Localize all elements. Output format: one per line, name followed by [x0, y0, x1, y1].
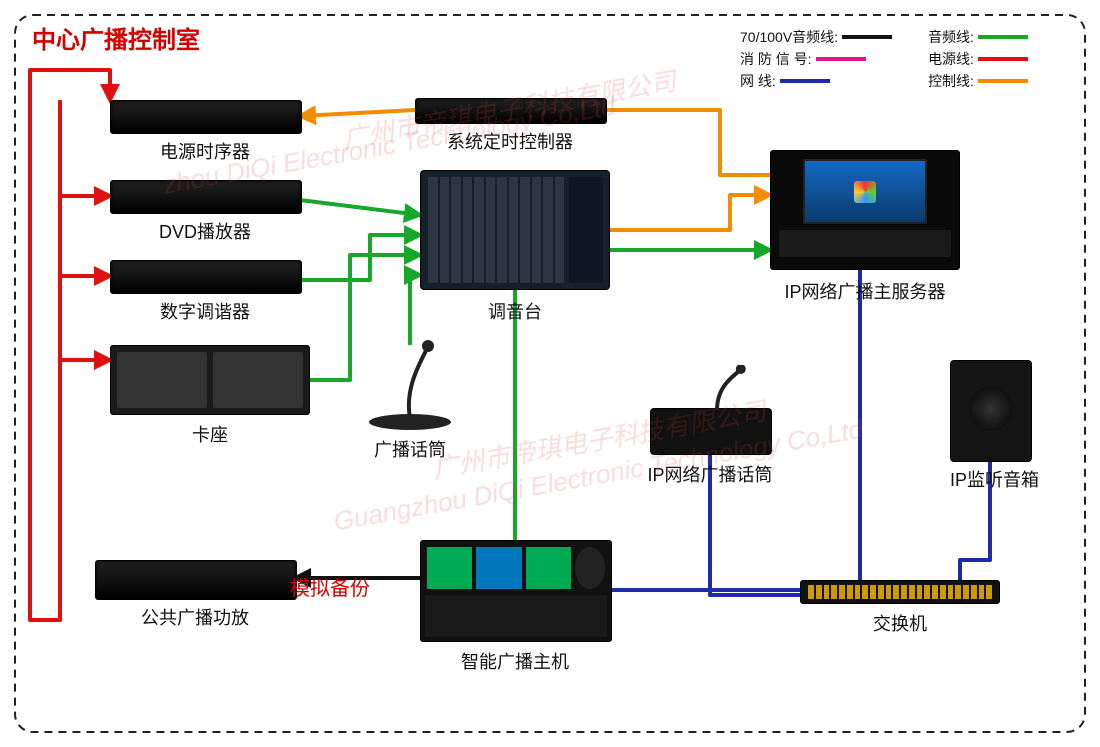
node-label: 智能广播主机: [420, 648, 610, 674]
legend: 70/100V音频线:消 防 信 号:网 线: 音频线:电源线:控制线:: [740, 26, 1034, 92]
node-label: 系统定时控制器: [415, 128, 605, 154]
node-pwrSeq: 电源时序器: [110, 100, 300, 134]
node-label: IP监听音箱: [950, 466, 1030, 492]
node-host: 智能广播主机: [420, 540, 610, 642]
node-speaker: IP监听音箱: [950, 360, 1030, 462]
node-server: IP网络广播主服务器: [770, 150, 960, 270]
diagram-title: 中心广播控制室: [32, 20, 200, 55]
node-mixer: 调音台: [420, 170, 610, 290]
annotation: 模拟备份: [290, 572, 370, 601]
node-tuner: 数字调谐器: [110, 260, 300, 294]
legend-item: 音频线:: [928, 26, 1034, 48]
legend-item: 电源线:: [928, 48, 1034, 70]
legend-item: 网 线:: [740, 70, 898, 92]
node-label: 电源时序器: [110, 138, 300, 164]
node-mic: 广播话筒: [365, 340, 455, 435]
node-deck: 卡座: [110, 345, 310, 415]
node-label: DVD播放器: [110, 218, 300, 244]
node-label: IP网络广播话筒: [640, 461, 780, 487]
node-label: 广播话筒: [365, 436, 455, 462]
node-dvd: DVD播放器: [110, 180, 300, 214]
node-switch: 交换机: [800, 580, 1000, 604]
legend-item: 消 防 信 号:: [740, 48, 898, 70]
node-label: 调音台: [420, 298, 610, 324]
node-timer: 系统定时控制器: [415, 98, 605, 124]
node-label: 卡座: [110, 421, 310, 447]
node-label: IP网络广播主服务器: [770, 278, 960, 304]
legend-item: 70/100V音频线:: [740, 26, 898, 48]
node-label: 数字调谐器: [110, 298, 300, 324]
legend-item: 控制线:: [928, 70, 1034, 92]
node-label: 公共广播功放: [95, 604, 295, 630]
node-amp: 公共广播功放: [95, 560, 295, 600]
node-label: 交换机: [800, 610, 1000, 636]
node-netmic: IP网络广播话筒: [640, 365, 780, 455]
